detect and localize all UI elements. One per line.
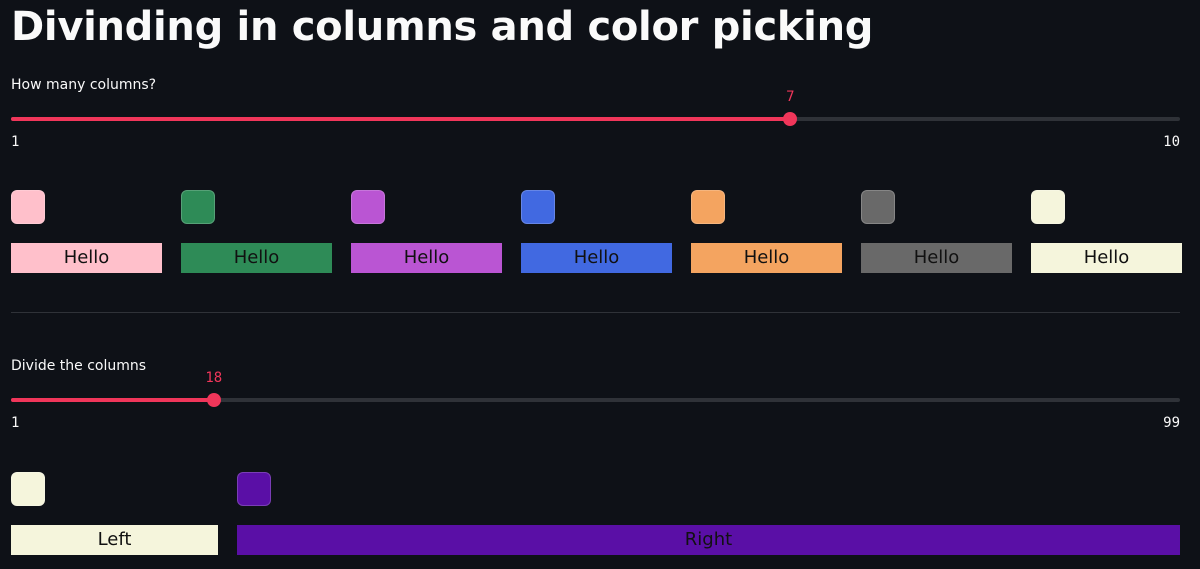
split-box: Left	[11, 525, 218, 555]
hello-box: Hello	[1031, 243, 1182, 273]
color-picker[interactable]	[237, 472, 271, 506]
color-picker[interactable]	[861, 190, 895, 224]
color-picker[interactable]	[691, 190, 725, 224]
slider-max: 99	[1163, 415, 1180, 431]
page-title: Divinding in columns and color picking	[11, 4, 874, 50]
color-picker[interactable]	[1031, 190, 1065, 224]
slider-label: How many columns?	[11, 77, 157, 93]
slider-min: 1	[11, 415, 20, 431]
slider-fill	[11, 117, 791, 121]
hello-box: Hello	[11, 243, 162, 273]
hello-box: Hello	[861, 243, 1012, 273]
divider	[11, 312, 1180, 313]
color-picker[interactable]	[11, 472, 45, 506]
slider-value: 18	[205, 370, 223, 386]
hello-box: Hello	[691, 243, 842, 273]
color-picker[interactable]	[351, 190, 385, 224]
slider-min: 1	[11, 134, 20, 150]
slider-thumb[interactable]	[783, 112, 798, 126]
hello-box: Hello	[521, 243, 672, 273]
split-box: Right	[237, 525, 1180, 555]
slider-value: 7	[786, 89, 795, 105]
slider-thumb[interactable]	[206, 393, 221, 407]
color-picker[interactable]	[521, 190, 555, 224]
slider-fill	[11, 398, 214, 402]
hello-box: Hello	[181, 243, 332, 273]
slider-label: Divide the columns	[11, 358, 147, 374]
slider-max: 10	[1163, 134, 1180, 150]
color-picker[interactable]	[181, 190, 215, 224]
hello-box: Hello	[351, 243, 502, 273]
color-picker[interactable]	[11, 190, 45, 224]
slider-track[interactable]	[11, 398, 1180, 402]
